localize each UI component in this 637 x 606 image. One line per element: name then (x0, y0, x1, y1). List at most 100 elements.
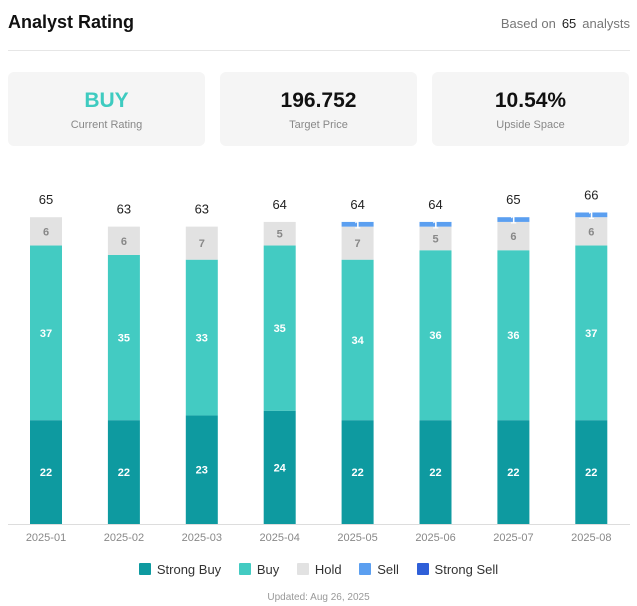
target-price-label: Target Price (289, 119, 348, 131)
bar-segment-hold-2025-06[interactable] (419, 226, 452, 251)
x-tick-label-2025-01: 2025-01 (26, 532, 66, 544)
bar-segment-hold-2025-07[interactable] (497, 221, 530, 251)
data-label-hold-2025-05: 7 (355, 238, 361, 250)
legend-item-sell[interactable]: Sell (359, 562, 399, 577)
data-label-strong-buy-2025-03: 23 (196, 465, 208, 477)
updated-timestamp: Updated: Aug 26, 2025 (267, 592, 370, 603)
bar-segment-buy-2025-02[interactable] (107, 254, 140, 421)
data-label-buy-2025-06: 36 (429, 330, 441, 342)
data-label-buy-2025-07: 36 (507, 330, 519, 342)
x-tick-label-2025-02: 2025-02 (104, 532, 144, 544)
legend-swatch-sell (359, 563, 372, 575)
bar-segment-buy-2025-06[interactable] (419, 250, 452, 421)
target-price-value: 196.752 (280, 89, 357, 112)
bar-segment-buy-2025-08[interactable] (575, 245, 608, 421)
legend-label-sell: Sell (377, 562, 399, 577)
data-label-buy-2025-05: 34 (351, 335, 364, 347)
legend-label-strong-buy: Strong Buy (156, 562, 222, 577)
chart-legend: Strong Buy Buy Hold Sell Strong Sell (0, 562, 637, 577)
legend-swatch-buy (238, 563, 251, 575)
x-tick-label-2025-06: 2025-06 (415, 532, 455, 544)
data-label-strong-buy-2025-02: 22 (118, 467, 130, 479)
total-label-2025-07: 65 (506, 192, 520, 207)
bar-segment-buy-2025-07[interactable] (497, 250, 530, 421)
analysts-label: analysts (582, 16, 630, 31)
header: Analyst Rating Based on 65 analysts (8, 0, 630, 51)
total-label-2025-08: 66 (584, 187, 598, 202)
data-label-hold-2025-02: 6 (121, 236, 127, 248)
bar-segment-buy-2025-04[interactable] (263, 245, 296, 411)
upside-space-label: Upside Space (496, 119, 565, 131)
legend-item-strong-sell[interactable]: Strong Sell (416, 562, 499, 577)
bar-segment-sell-2025-06[interactable] (419, 221, 452, 227)
bar-segment-sell-2025-05[interactable] (341, 221, 374, 227)
bar-segment-strong-buy-2025-02[interactable] (107, 420, 140, 524)
bar-segment-strong-buy-2025-01[interactable] (30, 420, 62, 524)
data-label-strong-buy-2025-07: 22 (507, 467, 519, 479)
upside-space-card: 10.54% Upside Space (432, 72, 629, 146)
legend-item-strong-buy[interactable]: Strong Buy (138, 562, 222, 577)
legend-label-strong-sell: Strong Sell (434, 562, 499, 577)
bar-segment-sell-2025-08[interactable] (575, 212, 608, 218)
data-label-buy-2025-03: 33 (196, 333, 208, 345)
current-rating-label: Current Rating (70, 119, 143, 131)
analyst-count-info: Based on 65 analysts (501, 16, 630, 31)
legend-label-hold: Hold (314, 562, 342, 577)
analyst-rating-chart: 22376652025-0122356632025-0223337632025-… (8, 187, 630, 544)
bar-segment-hold-2025-08[interactable] (575, 217, 608, 246)
bar-segment-strong-buy-2025-06[interactable] (419, 420, 452, 524)
data-label-strong-buy-2025-06: 22 (429, 467, 441, 479)
bar-segment-buy-2025-05[interactable] (341, 259, 374, 421)
data-label-hold-2025-08: 6 (588, 226, 594, 238)
data-label-buy-2025-04: 35 (274, 323, 286, 335)
bar-segment-hold-2025-03[interactable] (185, 226, 218, 260)
data-label-buy-2025-08: 37 (585, 328, 597, 340)
x-tick-label-2025-08: 2025-08 (571, 532, 611, 544)
bar-segment-buy-2025-01[interactable] (30, 245, 62, 421)
bar-segment-hold-2025-01[interactable] (30, 217, 62, 246)
bar-segment-hold-2025-05[interactable] (341, 226, 374, 260)
based-on-label: Based on (500, 16, 556, 31)
x-tick-label-2025-03: 2025-03 (182, 532, 222, 544)
data-label-sell-2025-06: 1 (432, 219, 438, 231)
bar-segment-sell-2025-07[interactable] (497, 217, 530, 222)
analyst-count: 65 (561, 16, 577, 31)
total-label-2025-01: 65 (39, 192, 53, 207)
bar-segment-strong-buy-2025-03[interactable] (185, 415, 218, 524)
data-label-sell-2025-08: 1 (588, 210, 594, 222)
legend-swatch-strong-sell (416, 563, 429, 575)
summary-cards: BUY Current Rating 196.752 Target Price … (8, 72, 630, 146)
bar-segment-strong-buy-2025-04[interactable] (263, 410, 296, 524)
total-label-2025-04: 64 (272, 197, 286, 212)
legend-item-buy[interactable]: Buy (238, 562, 280, 577)
data-label-hold-2025-07: 6 (510, 231, 516, 243)
target-price-card: 196.752 Target Price (220, 72, 417, 146)
data-label-strong-buy-2025-01: 22 (40, 467, 52, 479)
data-label-hold-2025-04: 5 (277, 229, 283, 241)
data-label-buy-2025-02: 35 (118, 333, 130, 345)
data-label-buy-2025-01: 37 (40, 328, 52, 340)
x-tick-label-2025-05: 2025-05 (337, 532, 377, 544)
page-title: Analyst Rating (8, 12, 135, 32)
bar-segment-hold-2025-02[interactable] (107, 226, 140, 255)
legend-label-buy: Buy (256, 562, 280, 577)
bar-segment-strong-buy-2025-08[interactable] (575, 420, 608, 524)
upside-space-value: 10.54% (494, 89, 567, 112)
total-label-2025-05: 64 (350, 197, 364, 212)
data-label-hold-2025-03: 7 (199, 238, 205, 250)
bar-segment-strong-buy-2025-05[interactable] (341, 420, 374, 524)
total-label-2025-02: 63 (117, 202, 131, 217)
bar-segment-hold-2025-04[interactable] (263, 221, 296, 246)
data-label-sell-2025-07: 1 (510, 215, 516, 227)
data-label-strong-buy-2025-08: 22 (585, 467, 597, 479)
total-label-2025-03: 63 (195, 202, 209, 217)
bar-segment-strong-buy-2025-07[interactable] (497, 420, 530, 524)
legend-swatch-hold (296, 563, 309, 575)
current-rating-value: BUY (84, 89, 129, 112)
total-label-2025-06: 64 (428, 197, 442, 212)
data-label-strong-buy-2025-04: 24 (274, 462, 287, 474)
bar-segment-buy-2025-03[interactable] (185, 259, 218, 416)
data-label-sell-2025-05: 1 (355, 219, 361, 231)
x-tick-label-2025-07: 2025-07 (493, 532, 533, 544)
legend-item-hold[interactable]: Hold (296, 562, 342, 577)
